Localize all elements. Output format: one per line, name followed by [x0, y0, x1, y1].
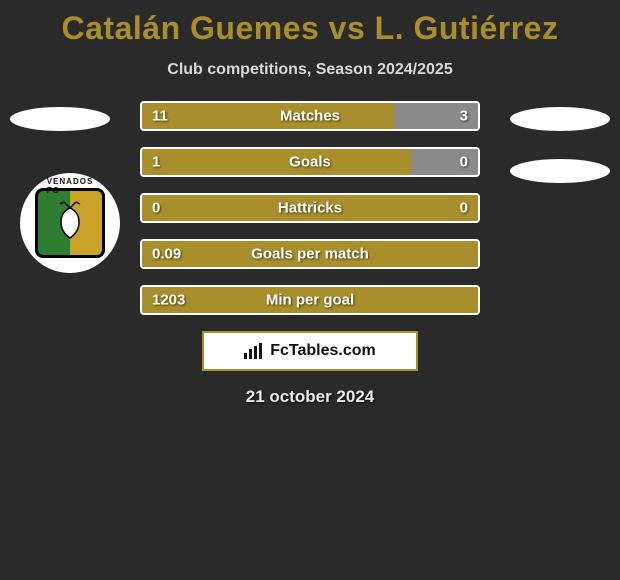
stat-bar-left-segment — [142, 103, 394, 129]
subtitle: Club competitions, Season 2024/2025 — [0, 61, 620, 79]
player-right-photo-placeholder — [510, 107, 610, 131]
fctables-badge[interactable]: FcTables.com — [202, 331, 418, 371]
stat-bar: 0.09 Goals per match — [140, 239, 480, 269]
comparison-stage: VENADOS FC 113Matches10Goals00Hattricks0… — [0, 101, 620, 315]
stat-label: Goals — [289, 154, 331, 171]
stat-value-left: 0 — [152, 200, 160, 217]
stat-bar: 1203 Min per goal — [140, 285, 480, 315]
page-title: Catalán Guemes vs L. Gutiérrez — [0, 0, 620, 47]
badge-label: FcTables.com — [270, 342, 376, 360]
stat-label: Goals per match — [251, 246, 369, 263]
stat-bar: 1 0 Goals — [140, 147, 480, 177]
club-logo-text: VENADOS FC — [47, 177, 94, 195]
stat-bar-left-segment — [142, 149, 411, 175]
player-right-club-placeholder — [510, 159, 610, 183]
stat-value-right: 0 — [460, 154, 468, 171]
stat-label: Hattricks — [278, 200, 342, 217]
stat-value-left: 11 — [152, 108, 168, 125]
stat-value-left: 1203 — [152, 292, 185, 309]
stat-bar: 0 0 Hattricks — [140, 193, 480, 223]
stat-value-right: 0 — [460, 200, 468, 217]
stat-bar: 11 3 Matches — [140, 101, 480, 131]
stat-label: Min per goal — [266, 292, 354, 309]
deer-icon — [47, 200, 93, 246]
stat-value-right: 3 — [460, 108, 468, 125]
player-left-photo-placeholder — [10, 107, 110, 131]
stat-value-left: 1 — [152, 154, 160, 171]
stat-value-left: 0.09 — [152, 246, 181, 263]
player-left-club-logo: VENADOS FC — [20, 173, 120, 273]
bar-chart-icon — [244, 343, 264, 359]
date-label: 21 october 2024 — [0, 387, 620, 407]
stat-bars: 11 3 Matches 1 0 Goals 0 0 Hattricks 0.09 Goals pe… — [140, 101, 480, 315]
stat-label: Matches — [280, 108, 340, 125]
